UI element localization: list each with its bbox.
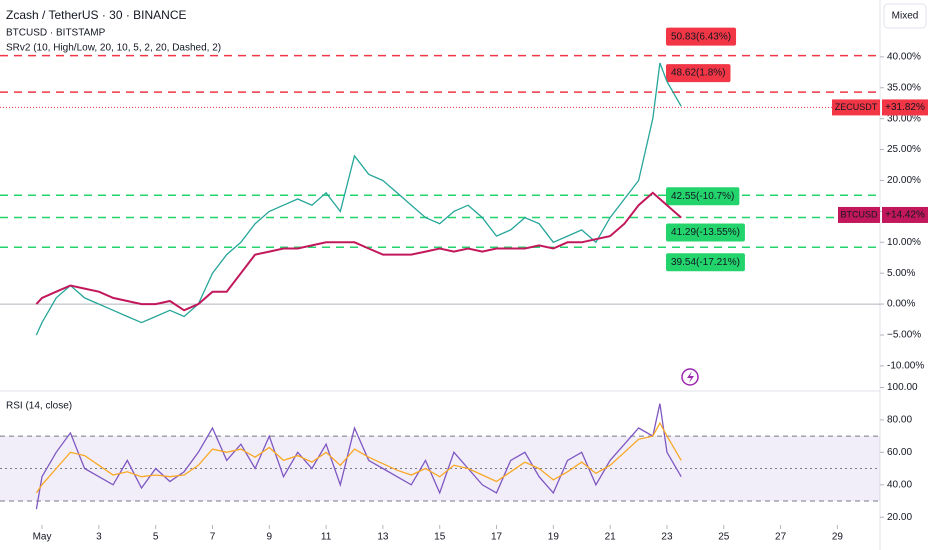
sr-level-label: 48.62(1.8%): [671, 68, 725, 79]
sr-level-label: 42.55(-10.7%): [671, 191, 734, 202]
sr-level-tag: [666, 187, 740, 206]
series-name-tag: [832, 99, 880, 116]
last-value-tag: [882, 99, 928, 116]
x-tick-label: 27: [775, 532, 787, 543]
x-tick-label: 23: [661, 532, 673, 543]
y-tick-label: 0.00%: [887, 299, 915, 310]
series-name-tag: [838, 206, 880, 223]
series-name: ZECUSDT: [835, 102, 878, 112]
symbol-title: Zcash / TetherUS · 30 · BINANCE: [6, 8, 187, 22]
x-tick-label: 9: [267, 532, 273, 543]
last-value-label: +14.42%: [885, 210, 925, 221]
sr-level-label: 50.83(6.43%): [671, 31, 731, 42]
compare-title: BTCUSD · BITSTAMP: [6, 28, 106, 39]
event-icon[interactable]: [681, 368, 699, 386]
sr-level-label: 41.29(-13.55%): [671, 227, 740, 238]
series-line: [35, 62, 682, 336]
y-tick-label: -10.00%: [887, 361, 924, 372]
x-tick-label: 5: [153, 532, 159, 543]
sr-level-tag: [666, 27, 737, 46]
y-tick-label: 35.00%: [887, 82, 921, 93]
series-line: [35, 403, 682, 510]
y-tick-label: 40.00%: [887, 52, 921, 63]
y-tick-label: 5.00%: [887, 268, 915, 279]
last-value-label: +31.82%: [885, 102, 925, 113]
y-tick-label: 20.00%: [887, 175, 921, 186]
series-line: [35, 421, 682, 494]
y-tick-label: −5.00%: [887, 330, 921, 341]
indicator-title: SRv2 (10, High/Low, 20, 10, 5, 2, 20, Da…: [6, 43, 221, 54]
y-tick-label: 20.00: [887, 512, 912, 523]
x-tick-label: 7: [210, 532, 216, 543]
pane-title: RSI (14, close): [6, 401, 72, 412]
x-tick-label: May: [33, 532, 52, 543]
x-tick-label: 13: [377, 532, 389, 543]
sr-level-tag: [666, 64, 731, 83]
x-tick-label: 3: [96, 532, 102, 543]
x-tick-label: 15: [434, 532, 446, 543]
y-tick-label: 10.00%: [887, 237, 921, 248]
y-tick-label: 60.00: [887, 447, 912, 458]
y-tick-label: 30.00%: [887, 113, 921, 124]
x-tick-label: 21: [605, 532, 617, 543]
x-tick-label: 19: [548, 532, 560, 543]
y-tick-label: 80.00: [887, 415, 912, 426]
x-tick-label: 11: [321, 532, 332, 543]
scale-button-label[interactable]: Mixed: [892, 11, 919, 22]
scale-button[interactable]: [883, 3, 927, 29]
series-line: [35, 191, 682, 312]
sr-level-label: 39.54(-17.21%): [671, 257, 740, 268]
y-tick-label: 40.00: [887, 479, 912, 490]
x-tick-label: 25: [718, 532, 730, 543]
y-tick-label: 100.00: [887, 382, 918, 393]
last-value-tag: [882, 206, 928, 223]
event-bolt: [687, 371, 694, 383]
sr-level-tag: [666, 223, 745, 242]
series-name: BTCUSD: [840, 209, 878, 219]
x-tick-label: 17: [491, 532, 503, 543]
sr-level-tag: [666, 253, 745, 272]
x-tick-label: 29: [832, 532, 844, 543]
y-tick-label: 25.00%: [887, 144, 921, 155]
